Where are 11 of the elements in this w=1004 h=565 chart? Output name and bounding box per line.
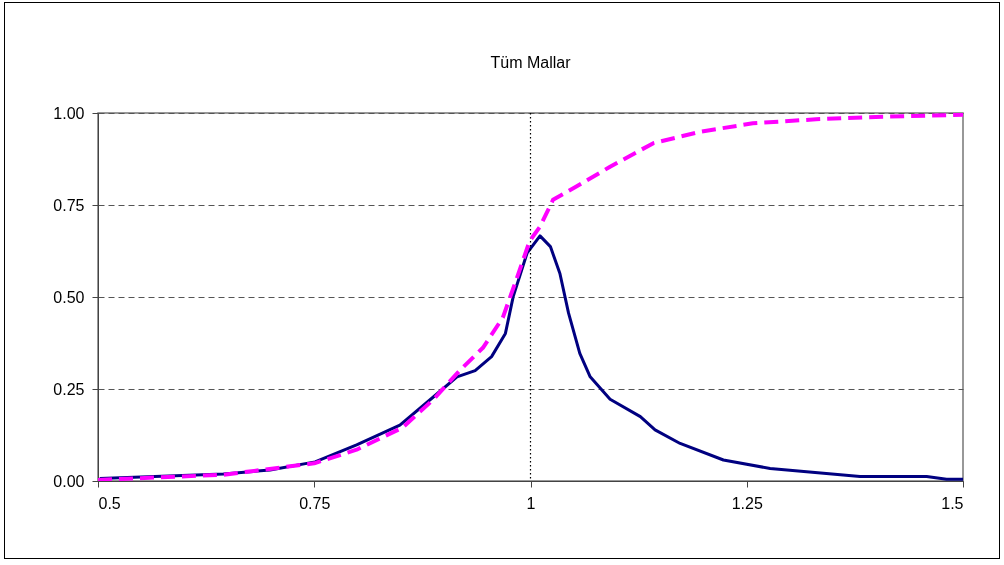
chart-title: Tüm Mallar [490,54,572,71]
x-tick-label: 1.25 [731,494,763,512]
y-tick-label: 0.00 [53,472,85,490]
x-tick-label: 1.5 [941,494,964,512]
y-tick-label: 0.25 [53,380,85,398]
y-tick-label: 1.00 [53,104,85,122]
y-tick-label: 0.50 [53,288,85,306]
x-tick-label: 1 [526,494,536,512]
y-tick-label: 0.75 [53,196,85,214]
x-tick-label: 0.75 [299,494,331,512]
x-tick-label: 0.5 [98,494,121,512]
